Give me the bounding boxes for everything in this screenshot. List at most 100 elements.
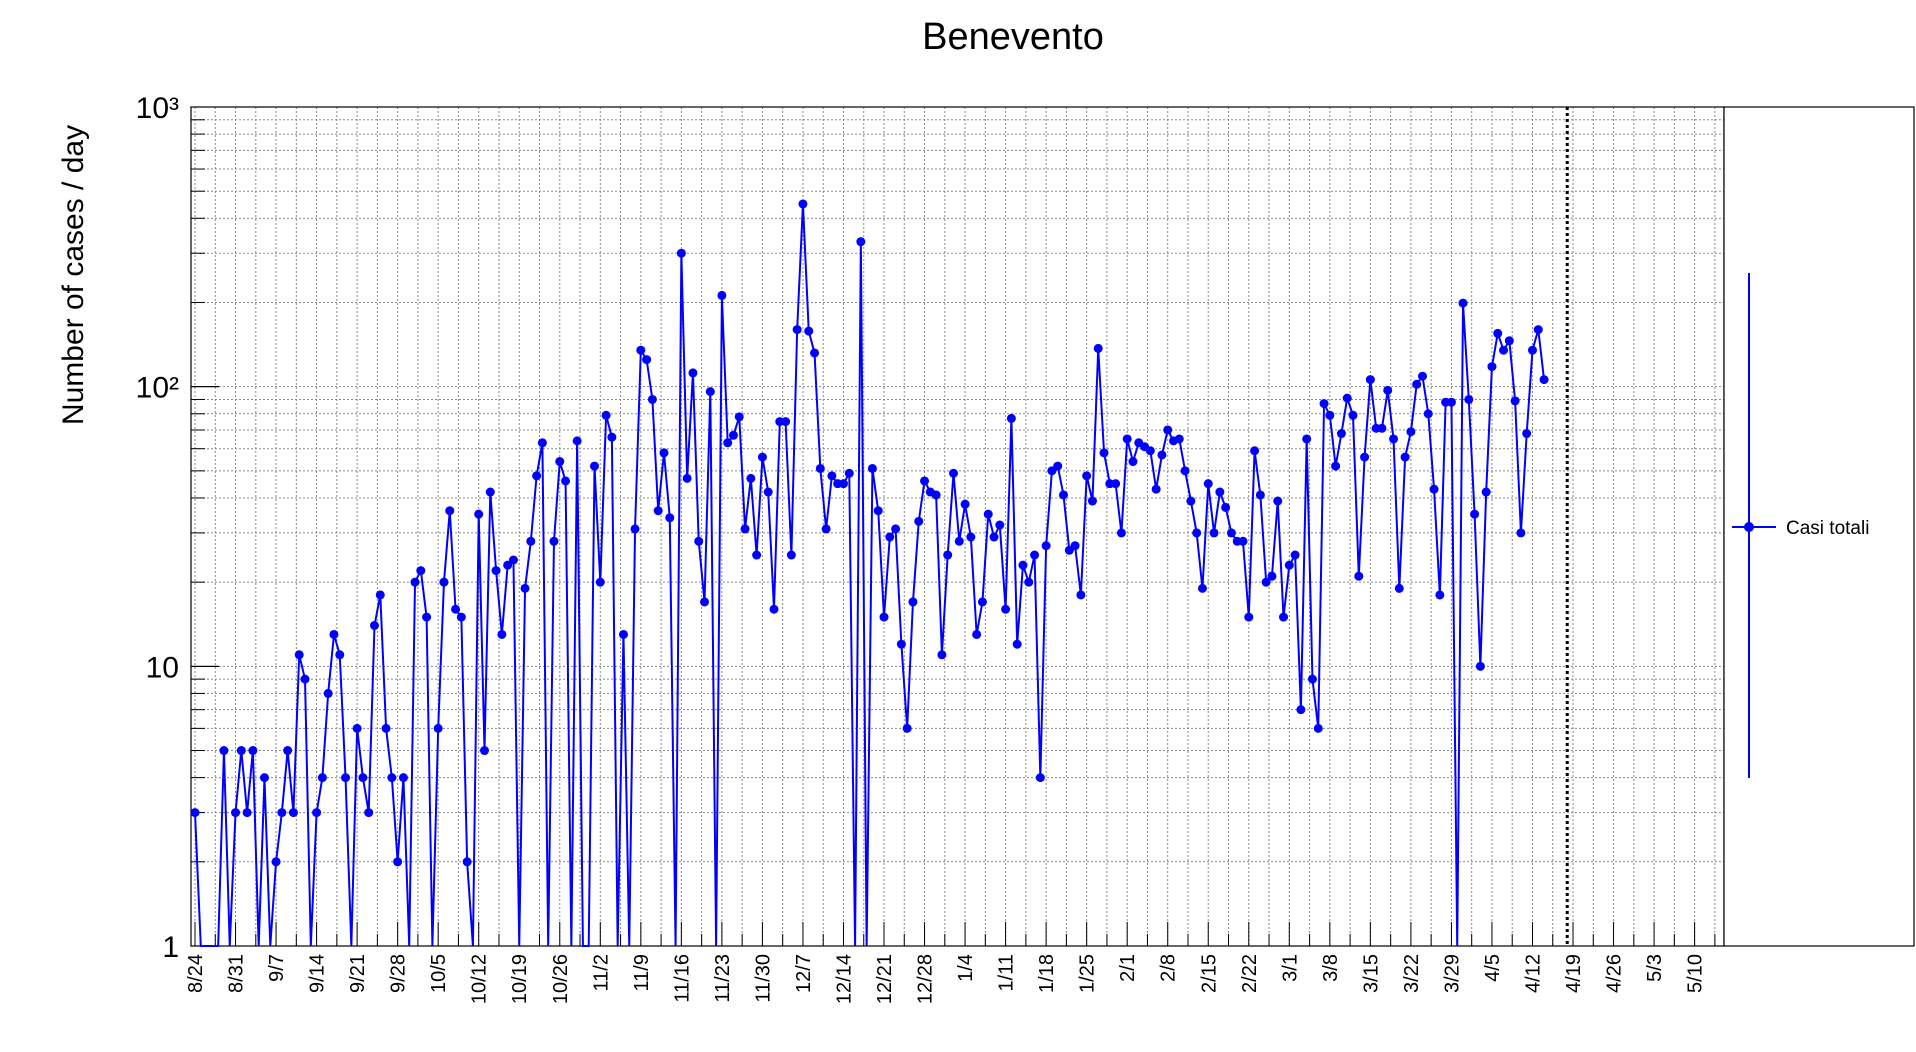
data-point — [1354, 571, 1364, 581]
data-point — [532, 471, 542, 481]
data-point — [520, 583, 530, 593]
data-point — [451, 604, 461, 614]
data-point — [879, 612, 889, 622]
x-tick-label: 8/24 — [185, 954, 207, 993]
data-point — [1128, 457, 1138, 467]
data-point — [618, 629, 628, 639]
data-point — [1261, 577, 1271, 587]
data-point — [688, 368, 698, 378]
x-tick-label: 3/29 — [1441, 954, 1463, 993]
x-tick-label: 3/15 — [1360, 954, 1382, 993]
data-point — [480, 746, 489, 756]
data-point — [508, 555, 518, 565]
x-tick-label: 10/12 — [469, 954, 491, 1004]
data-point — [948, 468, 958, 478]
data-point — [1070, 541, 1080, 551]
data-point — [700, 597, 710, 607]
data-point — [1221, 502, 1231, 512]
data-point — [335, 650, 345, 660]
data-point — [983, 509, 993, 519]
data-point — [1018, 560, 1028, 570]
data-point — [341, 773, 351, 783]
data-point — [555, 457, 565, 467]
x-tick-label: 4/19 — [1563, 954, 1585, 993]
x-tick-label: 3/1 — [1279, 954, 1301, 982]
data-point — [416, 566, 426, 576]
y-tick-label: 1 — [162, 931, 179, 964]
data-point — [937, 650, 947, 660]
data-point — [1336, 429, 1346, 439]
data-point — [642, 355, 652, 365]
data-point — [1360, 452, 1370, 462]
data-point — [1267, 571, 1277, 581]
data-point — [1284, 560, 1294, 570]
data-point — [659, 448, 669, 458]
data-point — [398, 773, 408, 783]
data-point — [1394, 583, 1404, 593]
data-point — [1116, 528, 1126, 538]
x-tick-label: 12/7 — [793, 954, 815, 993]
series-casi-totali — [190, 199, 1549, 947]
data-point — [653, 506, 663, 516]
data-point — [1151, 484, 1161, 494]
data-point — [1087, 496, 1097, 506]
data-point — [1296, 705, 1306, 715]
data-point — [526, 536, 536, 546]
data-point — [885, 532, 895, 542]
x-tick-label: 11/23 — [712, 954, 734, 1003]
data-point — [358, 773, 368, 783]
y-axis-label: Number of cases / day — [57, 125, 90, 425]
data-point — [1122, 434, 1132, 444]
data-point — [271, 857, 281, 867]
data-point — [1499, 345, 1509, 355]
data-point — [375, 590, 385, 600]
data-point — [1192, 528, 1202, 538]
data-point — [1464, 394, 1474, 404]
data-point — [410, 577, 420, 587]
data-point — [1348, 410, 1358, 420]
data-point — [219, 746, 229, 756]
data-point — [1527, 345, 1537, 355]
data-point — [873, 506, 883, 516]
x-tick-label: 12/14 — [833, 954, 855, 1004]
data-point — [1076, 590, 1086, 600]
data-point — [277, 808, 287, 818]
data-point — [364, 808, 374, 818]
data-point — [1053, 461, 1063, 471]
data-point — [896, 639, 906, 649]
x-tick-label: 9/7 — [266, 954, 288, 982]
data-point — [485, 487, 495, 497]
data-point — [1470, 509, 1480, 519]
data-point — [1423, 409, 1433, 419]
data-point — [1012, 639, 1022, 649]
data-point — [723, 438, 733, 448]
x-tick-label: 9/14 — [307, 954, 329, 993]
data-point — [1093, 343, 1103, 353]
data-point — [676, 248, 686, 258]
data-point — [1458, 298, 1468, 308]
data-point — [844, 468, 854, 478]
data-point — [977, 597, 987, 607]
x-tick-label: 2/22 — [1239, 954, 1261, 993]
data-point — [769, 604, 779, 614]
data-point — [393, 857, 403, 867]
data-point — [503, 560, 513, 570]
x-axis: 8/24 8/31 9/7 9/14 9/21 9/28 10/5 10/12 10/19 10/… — [185, 922, 1716, 1004]
y-tick-label: 10³ — [136, 92, 179, 125]
data-point — [1365, 375, 1375, 385]
data-point — [1481, 487, 1491, 497]
legend: Casi totali — [1723, 106, 1915, 947]
data-point — [1041, 541, 1051, 551]
data-point — [1111, 479, 1121, 489]
x-tick-label: 4/12 — [1522, 954, 1544, 993]
data-point — [705, 387, 715, 397]
data-point — [630, 524, 640, 534]
data-point — [1197, 583, 1207, 593]
y-axis: 1 10 10² 10³ — [136, 92, 219, 964]
data-point — [242, 808, 252, 818]
data-point — [236, 746, 246, 756]
data-point — [1487, 362, 1497, 372]
data-point — [561, 476, 571, 486]
data-point — [1417, 371, 1427, 381]
